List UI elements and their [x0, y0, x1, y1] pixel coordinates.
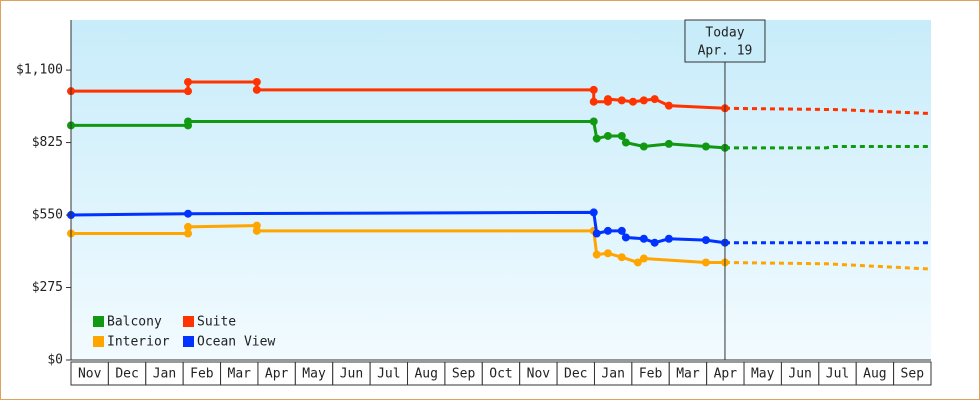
legend-label: Balcony [107, 315, 162, 330]
data-point [639, 254, 648, 263]
data-point [639, 96, 648, 105]
data-point [603, 249, 612, 258]
x-tick-label: Sep [901, 367, 925, 382]
data-point [664, 234, 673, 243]
legend-swatch [183, 336, 194, 347]
data-point [617, 131, 626, 140]
legend-swatch [183, 316, 194, 327]
data-point [184, 77, 193, 86]
data-point [617, 96, 626, 105]
data-point [621, 233, 630, 242]
data-point [664, 139, 673, 148]
data-point [701, 258, 710, 267]
data-point [701, 236, 710, 245]
data-point [184, 209, 193, 218]
today-label: Apr. 19 [698, 44, 753, 59]
x-tick-label: Sep [452, 367, 476, 382]
data-point [184, 229, 193, 238]
y-tick-label: $0 [47, 353, 63, 368]
data-point [589, 97, 598, 106]
data-point [252, 85, 261, 94]
today-label: Today [705, 26, 744, 41]
x-tick-label: Jun [340, 367, 363, 382]
x-tick-label: Oct [489, 367, 512, 382]
data-point [603, 131, 612, 140]
x-tick-label: Jun [788, 367, 811, 382]
x-tick-label: Feb [639, 367, 663, 382]
y-tick-label: $550 [32, 208, 63, 223]
x-tick-label: Jan [601, 367, 624, 382]
x-tick-label: Feb [190, 367, 214, 382]
today-box [684, 19, 766, 63]
x-tick-label: May [751, 367, 775, 382]
legend-label: Suite [197, 315, 236, 330]
forecast-line [724, 106, 932, 116]
data-point [603, 226, 612, 235]
data-point [628, 97, 637, 106]
x-tick-label: Apr [714, 367, 738, 382]
x-tick-label: Aug [863, 367, 886, 382]
data-point [184, 222, 193, 231]
data-point [650, 95, 659, 104]
legend-label: Ocean View [197, 335, 275, 350]
forecast-line [724, 260, 932, 271]
data-point [621, 138, 630, 147]
data-point [701, 142, 710, 151]
data-point [617, 253, 626, 262]
x-tick-label: Aug [414, 367, 437, 382]
x-tick-label: May [302, 367, 326, 382]
x-tick-label: Mar [228, 367, 252, 382]
data-point [252, 226, 261, 235]
y-tick-label: $275 [32, 280, 63, 295]
data-point [664, 101, 673, 110]
x-tick-label: Jul [377, 367, 400, 382]
data-point [252, 77, 261, 86]
forecast-line [724, 145, 931, 150]
y-tick-label: $1,100 [16, 63, 63, 78]
data-point [633, 258, 642, 267]
data-point [589, 85, 598, 94]
y-tick-label: $825 [32, 135, 63, 150]
x-tick-label: Jul [826, 367, 849, 382]
data-point [589, 208, 598, 217]
data-point [592, 250, 601, 259]
data-point [589, 117, 598, 126]
data-point [592, 229, 601, 238]
x-tick-label: Mar [676, 367, 700, 382]
x-tick-label: Dec [115, 367, 138, 382]
data-point [592, 134, 601, 143]
data-point [617, 226, 626, 235]
data-point [639, 142, 648, 151]
legend-swatch [93, 336, 104, 347]
x-tick-label: Jan [153, 367, 176, 382]
plot-area [71, 20, 931, 360]
data-point [639, 234, 648, 243]
x-tick-label: Nov [527, 367, 551, 382]
data-point [184, 117, 193, 126]
data-point [603, 95, 612, 104]
x-tick-box [893, 361, 932, 386]
data-point [650, 238, 659, 247]
legend-swatch [93, 316, 104, 327]
x-tick-label: Dec [564, 367, 587, 382]
x-tick-label: Nov [78, 367, 102, 382]
data-point [184, 87, 193, 96]
legend-label: Interior [107, 335, 170, 350]
x-tick-label: Apr [265, 367, 289, 382]
